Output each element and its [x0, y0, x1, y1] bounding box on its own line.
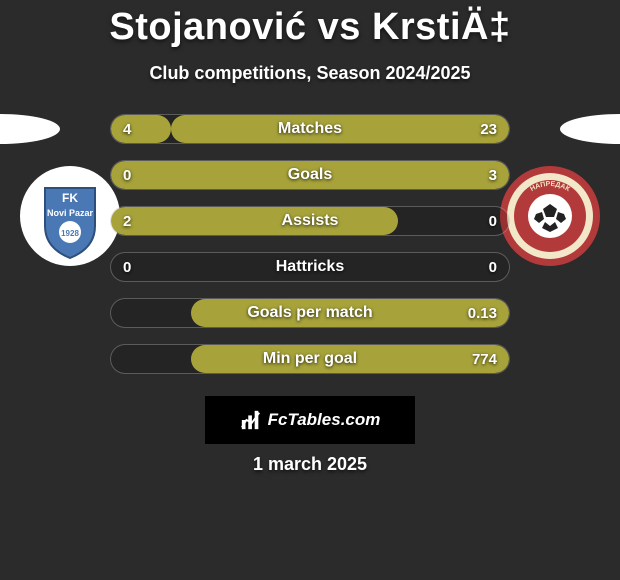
stat-fill-right — [111, 161, 509, 189]
footer-date: 1 march 2025 — [0, 454, 620, 475]
stat-rows: 423Matches03Goals20Assists00Hattricks0.1… — [110, 114, 510, 390]
stat-value-right: 3 — [477, 161, 509, 189]
stat-row: 20Assists — [110, 206, 510, 236]
stat-value-right: 0 — [477, 253, 509, 281]
brand-badge: FcTables.com — [205, 396, 415, 444]
stat-value-right: 774 — [460, 345, 509, 373]
stat-row: 774Min per goal — [110, 344, 510, 374]
stat-value-left: 0 — [111, 253, 143, 281]
stat-row: 0.13Goals per match — [110, 298, 510, 328]
stat-row: 423Matches — [110, 114, 510, 144]
stat-value-left: 0 — [111, 161, 143, 189]
stat-value-right: 0.13 — [456, 299, 509, 327]
chart-icon — [240, 409, 262, 431]
stat-value-right: 0 — [477, 207, 509, 235]
stat-row: 0 0Hattricks — [110, 252, 510, 282]
stat-value-left: 2 — [111, 207, 143, 235]
stat-label: Hattricks — [111, 253, 509, 281]
page-subtitle: Club competitions, Season 2024/2025 — [0, 63, 620, 84]
stat-fill-left — [111, 207, 398, 235]
right-club-badge: 1946 НАПРЕДАК — [500, 166, 600, 266]
right-ellipse-decor — [560, 114, 620, 144]
left-badge-text-bottom: Novi Pazar — [47, 208, 94, 218]
left-badge-year: 1928 — [61, 229, 79, 238]
stat-value-left: 4 — [111, 115, 143, 143]
left-ellipse-decor — [0, 114, 60, 144]
stat-value-right: 23 — [468, 115, 509, 143]
stat-value-left — [111, 299, 135, 327]
left-badge-text-top: FK — [62, 191, 78, 205]
left-club-badge: FK Novi Pazar 1928 — [20, 166, 120, 266]
brand-text: FcTables.com — [268, 410, 381, 430]
page-title: Stojanović vs KrstiÄ‡ — [0, 0, 620, 49]
right-badge-year: 1946 — [541, 251, 559, 260]
stat-row: 03Goals — [110, 160, 510, 190]
stat-value-left — [111, 345, 135, 373]
stat-fill-right — [171, 115, 509, 143]
